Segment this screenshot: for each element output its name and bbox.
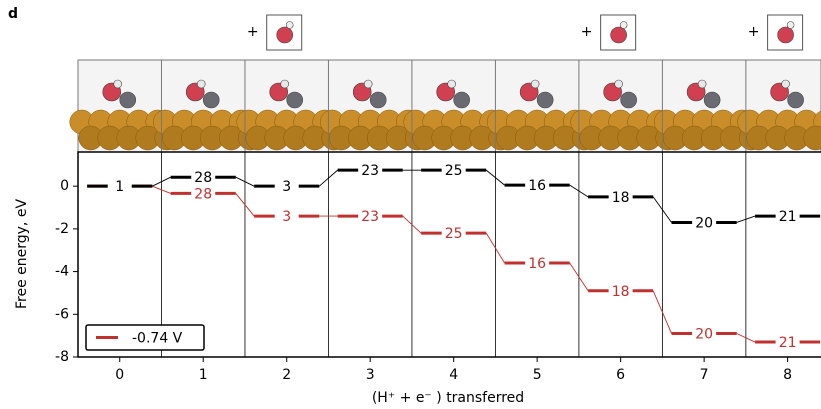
panel-label: d [8,6,18,22]
annotation: + [247,24,259,40]
annotation: + [581,24,593,40]
y-tick-label: -2 [55,221,69,237]
x-tick-label: 1 [199,367,208,383]
adsorbate-atom [287,92,303,108]
adsorbate-atom [782,80,790,88]
value-label: 3 [282,179,291,195]
value-label: 21 [779,335,797,351]
y-tick-label: -4 [55,264,69,280]
y-tick-label: 0 [60,178,69,194]
x-axis-label: (H⁺ + e⁻ ) transferred [372,390,524,406]
y-axis-label: Free energy, eV [14,199,30,309]
adsorbate-atom [704,92,720,108]
x-tick-label: 5 [533,367,542,383]
legend-label: -0.74 V [132,331,183,347]
value-label: 18 [612,190,630,206]
species-atom [277,27,293,43]
chart: d (H⁺ + e⁻ ) transferred Free energy, eV… [0,0,821,409]
value-label: 20 [695,215,713,231]
x-tick-label: 6 [616,367,625,383]
adsorbate-atom [615,80,623,88]
adsorbate-atom [621,92,637,108]
y-tick-label: -8 [55,349,69,365]
adsorbate-atom [203,92,219,108]
value-label: 16 [528,178,546,194]
adsorbate-atom [114,80,122,88]
x-tick-label: 8 [783,367,792,383]
adsorbate-atom [537,92,553,108]
adsorbate-atom [531,80,539,88]
species-atom [787,22,794,29]
value-label: 28 [194,186,212,202]
value-label: 23 [361,209,379,225]
adsorbate-atom [281,80,289,88]
x-tick-label: 0 [115,367,124,383]
value-label: 18 [612,284,630,300]
value-label: 16 [528,256,546,272]
value-label: 20 [695,327,713,343]
adsorbate-atom [698,80,706,88]
y-tick-label: -6 [55,306,69,322]
annotation: + [748,24,760,40]
adsorbate-atom [448,80,456,88]
value-label: 3 [282,209,291,225]
species-atom [778,27,794,43]
x-tick-label: 4 [449,367,458,383]
x-tick-label: 2 [282,367,291,383]
value-label: 25 [445,226,463,242]
species-atom [611,27,627,43]
adsorbate-atom [364,80,372,88]
value-label: 23 [361,163,379,179]
value-label: 25 [445,163,463,179]
value-label: 1 [115,179,124,195]
value-label: 28 [194,170,212,186]
x-tick-label: 3 [366,367,375,383]
value-label: 21 [779,209,797,225]
adsorbate-atom [197,80,205,88]
adsorbate-atom [370,92,386,108]
adsorbate-atom [120,92,136,108]
adsorbate-atom [454,92,470,108]
x-tick-label: 7 [700,367,709,383]
adsorbate-atom [788,92,804,108]
species-atom [286,22,293,29]
species-atom [620,22,627,29]
